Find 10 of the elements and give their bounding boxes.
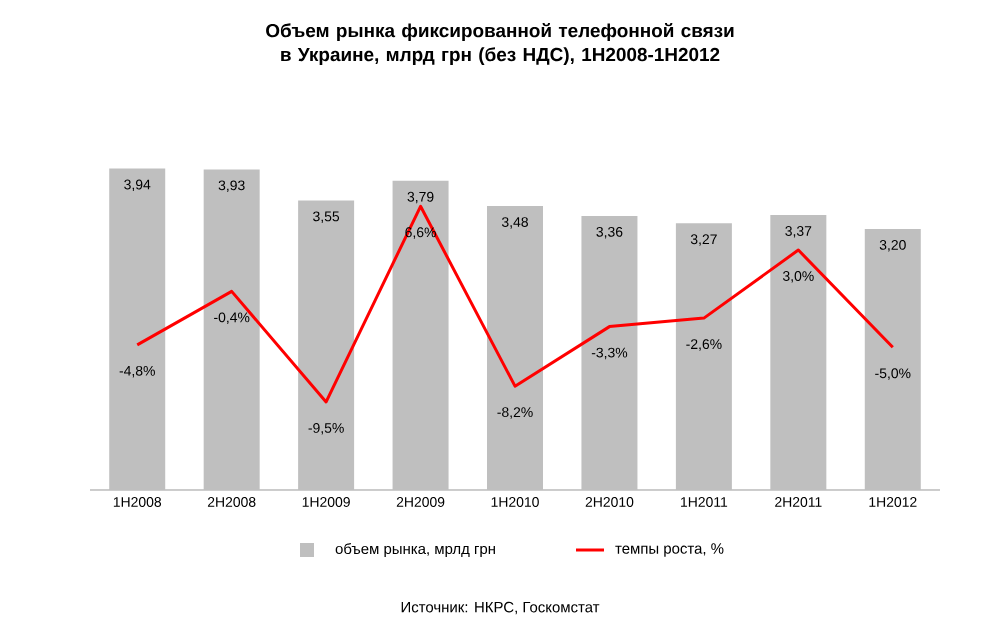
bar <box>298 200 355 490</box>
bar <box>581 215 638 490</box>
bar <box>109 168 166 490</box>
chart-title: Объем рынка фиксированной телефонной связи в Украине, млрд грн (без НДС), 1H2008-1H2012 <box>266 23 734 65</box>
bar <box>675 223 732 490</box>
bar <box>864 228 921 490</box>
bar <box>770 215 827 490</box>
bar <box>392 180 449 490</box>
bar <box>203 169 260 490</box>
bar <box>487 206 544 490</box>
